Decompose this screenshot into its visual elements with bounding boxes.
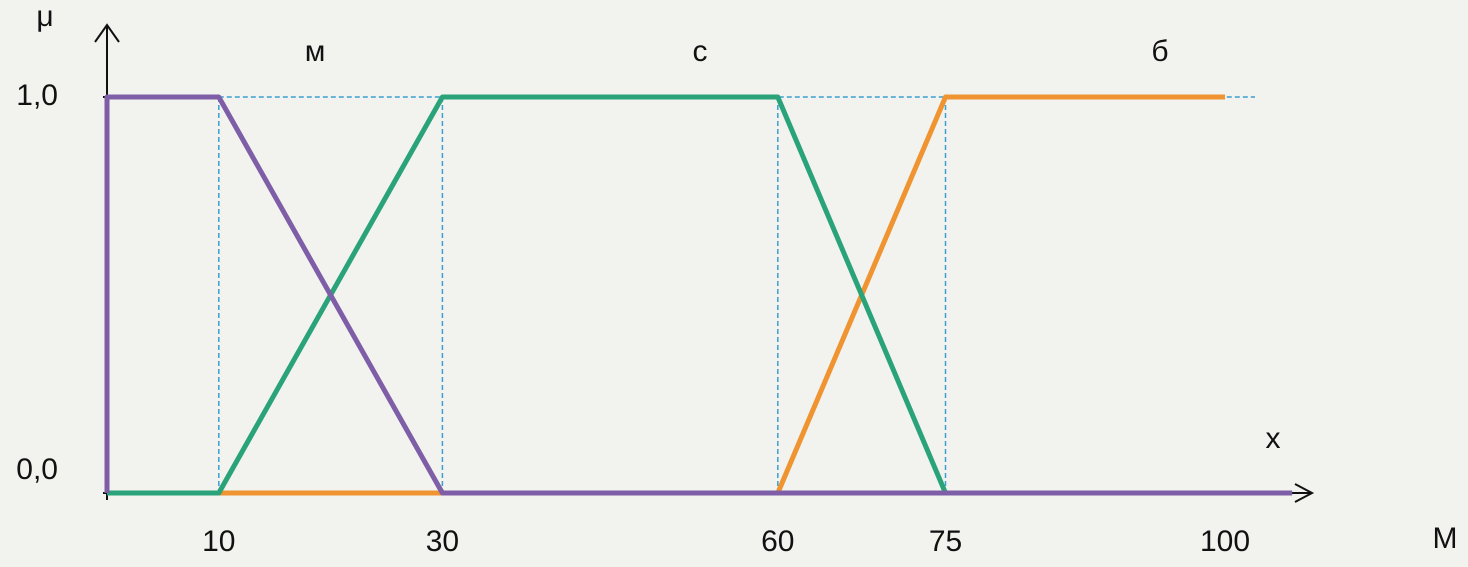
x-tick-label: 75 <box>929 525 962 558</box>
series-line <box>107 94 1225 496</box>
x-tick-label: 30 <box>426 525 459 558</box>
x-unit-label: М <box>1433 522 1458 555</box>
y-tick-label: 1,0 <box>16 79 58 112</box>
series-line <box>104 94 1293 496</box>
series-line <box>107 94 1293 496</box>
series-label: м <box>305 35 326 68</box>
x-axis-arrow <box>1294 483 1315 503</box>
y-axis-label: μ <box>36 0 53 33</box>
series-label: с <box>693 35 708 68</box>
x-tick-label: 10 <box>202 525 235 558</box>
x-tick-label: 60 <box>761 525 794 558</box>
y-axis-arrow <box>94 23 120 43</box>
series-label: б <box>1151 35 1168 68</box>
x-tick-label: 100 <box>1200 525 1250 558</box>
y-tick-label: 0,0 <box>16 453 58 486</box>
x-axis-label: x <box>1266 422 1281 455</box>
